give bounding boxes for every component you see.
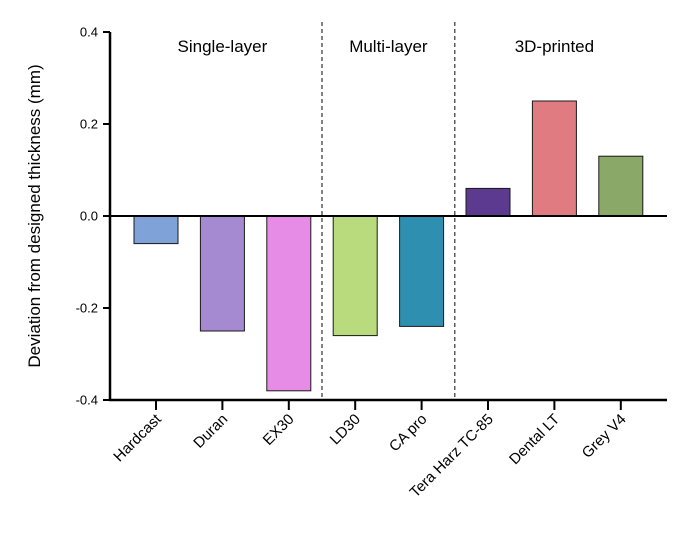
y-tick-label: 0.4 bbox=[80, 25, 98, 40]
y-axis: 0.4 0.2 0.0 -0.2 -0.4 bbox=[76, 25, 110, 408]
bar-hardcast bbox=[133, 215, 179, 245]
x-tick-label: CA pro bbox=[386, 411, 430, 455]
bar-ld30 bbox=[332, 215, 378, 337]
y-axis-title: Deviation from designed thickness (mm) bbox=[25, 64, 44, 367]
bar-ex30 bbox=[266, 215, 312, 392]
bar-grey-v4 bbox=[598, 155, 644, 217]
group-label: Single-layer bbox=[178, 37, 268, 56]
plot-area bbox=[133, 22, 644, 400]
x-tick-label: Dental LT bbox=[506, 411, 563, 468]
y-tick-label: 0.0 bbox=[80, 209, 98, 224]
bar-tera-harz-tc-85 bbox=[465, 187, 511, 217]
y-tick-label: 0.2 bbox=[80, 117, 98, 132]
y-tick-label: -0.2 bbox=[76, 301, 98, 316]
x-tick-label: Duran bbox=[190, 411, 231, 452]
bar-duran bbox=[199, 215, 245, 332]
x-tick-label: Grey V4 bbox=[579, 411, 630, 462]
x-tick-label: LD30 bbox=[327, 411, 364, 448]
group-label: 3D-printed bbox=[515, 37, 594, 56]
x-tick-label: EX30 bbox=[260, 411, 298, 449]
x-tick-label: Hardcast bbox=[110, 410, 165, 465]
bar-ca-pro bbox=[399, 215, 445, 327]
y-tick-label: -0.4 bbox=[76, 393, 98, 408]
group-labels: Single-layer Multi-layer 3D-printed bbox=[178, 37, 595, 56]
bar-dental-lt bbox=[531, 100, 577, 217]
group-label: Multi-layer bbox=[349, 37, 428, 56]
